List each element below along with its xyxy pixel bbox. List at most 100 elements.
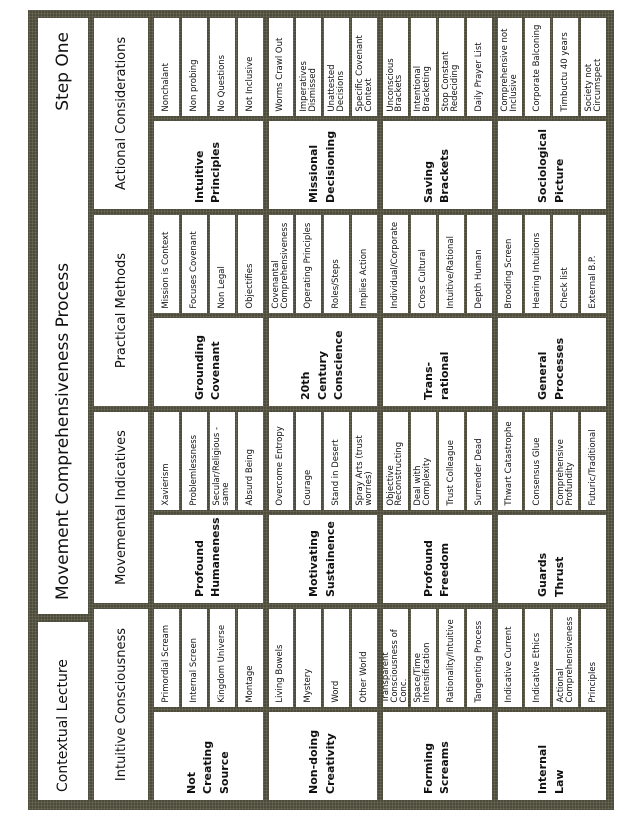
table-row: Non-doing Creativity Living Bowels Mystery W… <box>268 18 377 800</box>
item-list: Individual/Corporate Cross Cultural Intuit… <box>383 215 492 313</box>
row-label: Motivating Sustainence <box>268 514 377 603</box>
list-item: Transparent Consciousness of Conc. <box>383 609 408 707</box>
list-item: Deal with Complexity <box>410 412 436 510</box>
row-label-word: Sociological <box>536 128 550 203</box>
list-item: Unconscious Brackets <box>383 18 408 116</box>
row-label-word: Not <box>184 771 198 794</box>
column-header: Intuitive Consciousness <box>94 609 148 800</box>
row-label-word: Processes <box>552 337 566 400</box>
list-item: External B.P. <box>581 215 606 313</box>
list-item: Primordial Scream <box>154 609 179 707</box>
row-label: Profound Humaneness <box>154 514 263 603</box>
item-list: Nonchalant Non probing No Questions Not Inc… <box>154 18 263 116</box>
item-list: Living Bowels Mystery Word Other World <box>268 609 377 707</box>
row-label: Intuitive Principles <box>154 120 263 209</box>
list-item: Mission is Context <box>154 215 179 313</box>
list-item: Mystery <box>296 609 322 707</box>
row-label-word: Sustainence <box>323 521 337 597</box>
list-item: Surrender Dead <box>466 412 492 510</box>
column-header: Practical Methods <box>94 215 148 406</box>
row-label-word: Creating <box>201 740 214 794</box>
row-label-word: Decisioning <box>323 130 337 203</box>
list-item: Indicative Current <box>497 609 523 707</box>
cell-group: Saving Brackets Unconscious Brackets Intent… <box>383 18 492 209</box>
cell-group: Forming Screams Transparent Consciousness … <box>383 609 492 800</box>
list-item: Rationality/Intuitive <box>438 609 464 707</box>
row-label-word: Freedom <box>438 542 452 597</box>
table-frame: Contextual Lecture Movement Comprehensiv… <box>28 10 614 810</box>
column-headers: Intuitive Consciousness Movemental Indic… <box>94 18 148 800</box>
row-label: 20th Century Conscience <box>268 317 377 406</box>
row-label-word: Picture <box>552 158 566 203</box>
item-list: Mission is Context Focuses Covenant Non Le… <box>154 215 263 313</box>
cell-group: Sociological Picture Comprehensive not Inc… <box>497 18 606 209</box>
list-item: Secular/Religious - same <box>209 412 235 510</box>
list-item: Living Bowels <box>268 609 294 707</box>
list-item: Covenantal Comprehensiveness <box>268 215 294 313</box>
list-item: Intentional Bracketing <box>410 18 436 116</box>
list-item: Indicative Ethics <box>525 609 551 707</box>
cell-group: Profound Humaneness Xavierism Problemlessne… <box>154 412 263 603</box>
list-item: Overcome Entropy <box>268 412 294 510</box>
row-label-word: Internal <box>536 744 550 794</box>
row-label: Saving Brackets <box>383 120 492 209</box>
row-label-word: Trans-rational <box>421 351 452 400</box>
item-list: Xavierism Problemlessness Secular/Religiou… <box>154 412 263 510</box>
list-item: Implies Action <box>352 215 377 313</box>
list-item: Depth Human <box>466 215 492 313</box>
list-item: Other World <box>352 609 377 707</box>
list-item: Consensus Glue <box>525 412 551 510</box>
cell-group: Missional Decisioning Worms Crawl Out Imper… <box>268 18 377 209</box>
row-label-word: Screams <box>438 741 452 794</box>
list-item: Comprehensive not Inclusive <box>497 18 523 116</box>
list-item: Stand in Desert <box>324 412 350 510</box>
list-item: Absurd Being <box>237 412 263 510</box>
contextual-lecture-label: Contextual Lecture <box>38 622 88 800</box>
item-list: Indicative Current Indicative Ethics Actio… <box>497 609 606 707</box>
list-item: Check list <box>553 215 579 313</box>
list-item: Corporate Balconing <box>525 18 551 116</box>
list-item: Non Legal <box>209 215 235 313</box>
row-label: Sociological Picture <box>497 120 606 209</box>
cell-group: 20th Century Conscience Covenantal Comprehe… <box>268 215 377 406</box>
list-item: Xavierism <box>154 412 179 510</box>
list-item: Cross Cultural <box>410 215 436 313</box>
list-item: Brooding Screen <box>497 215 523 313</box>
row-label: Forming Screams <box>383 711 492 800</box>
row-label: Non-doing Creativity <box>268 711 377 800</box>
list-item: Unattested Decisions <box>324 18 350 116</box>
list-item: Non probing <box>181 18 207 116</box>
cell-group: Intuitive Principles Nonchalant Non probing… <box>154 18 263 209</box>
list-item: Objectifies <box>237 215 263 313</box>
row-label-word: Grounding <box>192 334 206 400</box>
row-label-word: Profound <box>192 540 206 597</box>
row-label-word: Intuitive <box>192 150 206 203</box>
item-list: Overcome Entropy Courage Stand in Desert Sp… <box>268 412 377 510</box>
list-item: No Questions <box>209 18 235 116</box>
list-item: Specific Covenant Context <box>352 18 377 116</box>
table-row: Internal Law Indicative Current Indicative … <box>497 18 606 800</box>
list-item: Problemlessness <box>181 412 207 510</box>
list-item: Nonchalant <box>154 18 179 116</box>
title-cell: Movement Comprehensiveness Process Step … <box>38 18 88 614</box>
list-item: Not Inclusive <box>237 18 263 116</box>
row-label-word: Humaneness <box>209 517 223 597</box>
list-item: Montage <box>237 609 263 707</box>
row-label-word: Source <box>217 751 231 794</box>
row-label: Profound Freedom <box>383 514 492 603</box>
row-label: Guards Thrust <box>497 514 606 603</box>
list-item: Futuric/Traditional <box>581 412 606 510</box>
column-header: Actional Considerations <box>94 18 148 209</box>
cell-group: Guards Thrust Thwart Catastrophe Consensus … <box>497 412 606 603</box>
list-item: Operating Principles <box>296 215 322 313</box>
list-item: Roles/Steps <box>324 215 350 313</box>
item-list: Thwart Catastrophe Consensus Glue Comprehe… <box>497 412 606 510</box>
list-item: Spray Arts (trust worries) <box>352 412 377 510</box>
list-item: Intuitive/Rational <box>438 215 464 313</box>
row-label-word: Law <box>552 769 566 794</box>
row-label: Missional Decisioning <box>268 120 377 209</box>
cell-group: Grounding Covenant Mission is Context Focus… <box>154 215 263 406</box>
row-label: Internal Law <box>497 711 606 800</box>
list-item: Actional Comprehensiveness <box>553 609 579 707</box>
row-label: Not Creating Source <box>154 711 263 800</box>
